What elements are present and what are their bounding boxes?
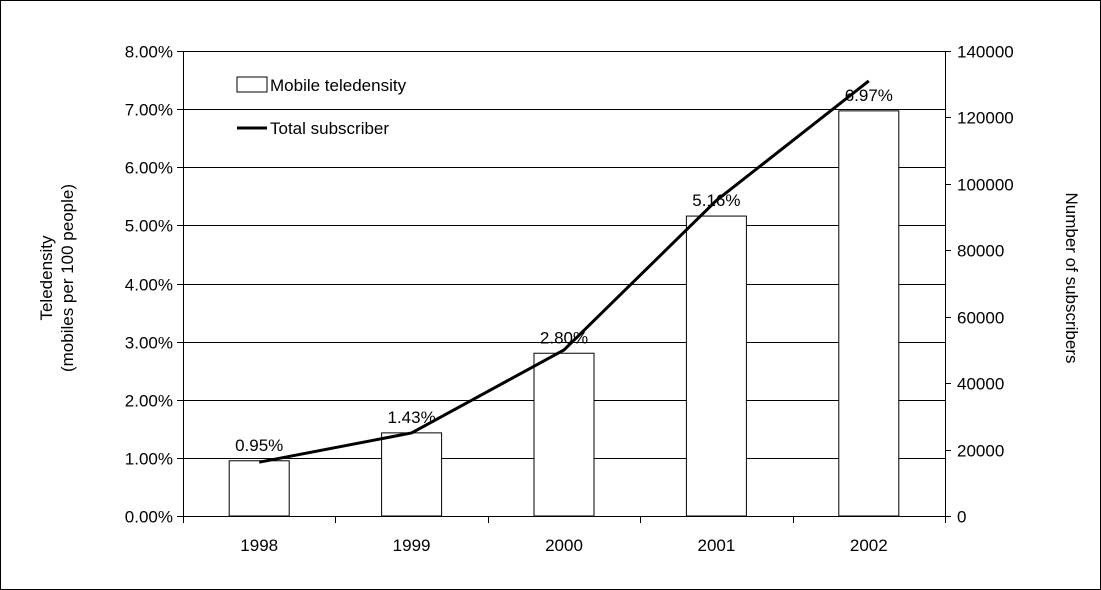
data-labels: 0.95% 1.43% 2.80% 5.16% 6.97%: [235, 86, 893, 455]
x-tick-label: 2000: [545, 536, 583, 555]
left-tick-label: 5.00%: [125, 217, 173, 236]
left-tick-label: 8.00%: [125, 43, 173, 62]
bar-series: [228, 110, 900, 517]
bar-data-label: 1.43%: [387, 408, 435, 427]
bar: [838, 110, 900, 517]
bar-data-label: 0.95%: [235, 436, 283, 455]
legend-label-line: Total subscriber: [270, 119, 389, 138]
right-axis-title: Number of subscribers: [1062, 192, 1081, 363]
left-tick-label: 4.00%: [125, 276, 173, 295]
bar-data-label: 2.80%: [540, 328, 588, 347]
left-tick-label: 7.00%: [125, 101, 173, 120]
x-tick-label: 2001: [697, 536, 735, 555]
left-tick-label: 6.00%: [125, 159, 173, 178]
right-tick-label: 140000: [957, 43, 1014, 62]
right-tick-label: 120000: [957, 109, 1014, 128]
right-tick-label: 20000: [957, 442, 1004, 461]
bar: [381, 432, 443, 517]
bar: [685, 215, 747, 517]
right-tick-label: 0: [957, 508, 966, 527]
right-tick-label: 100000: [957, 176, 1014, 195]
right-tick-label: 40000: [957, 375, 1004, 394]
left-tick-label: 3.00%: [125, 334, 173, 353]
gridlines: [183, 51, 945, 459]
subscriber-line: [258, 79, 870, 464]
legend-label-bars: Mobile teledensity: [270, 76, 407, 95]
left-axis-title-line2: (mobiles per 100 people): [58, 184, 77, 372]
bar: [228, 460, 290, 517]
x-tick-label: 1998: [240, 536, 278, 555]
right-tick-label: 80000: [957, 242, 1004, 261]
bar: [533, 352, 595, 517]
legend-bar-swatch: [236, 76, 268, 93]
left-axis-title-line1: Teledensity: [37, 235, 56, 321]
right-tick-label: 60000: [957, 309, 1004, 328]
left-tick-label: 1.00%: [125, 450, 173, 469]
axes: 0.00% 1.00% 2.00% 3.00% 4.00% 5.00% 6.00% 7.00%…: [125, 43, 1014, 556]
x-tick-label: 2002: [850, 536, 888, 555]
left-tick-label: 2.00%: [125, 392, 173, 411]
x-tick-label: 1999: [393, 536, 431, 555]
left-tick-label: 0.00%: [125, 508, 173, 527]
line-series: [258, 79, 870, 464]
bar-data-label: 6.97%: [845, 86, 893, 105]
legend: Mobile teledensity Total subscriber: [236, 76, 407, 138]
bar-data-label: 5.16%: [692, 191, 740, 210]
